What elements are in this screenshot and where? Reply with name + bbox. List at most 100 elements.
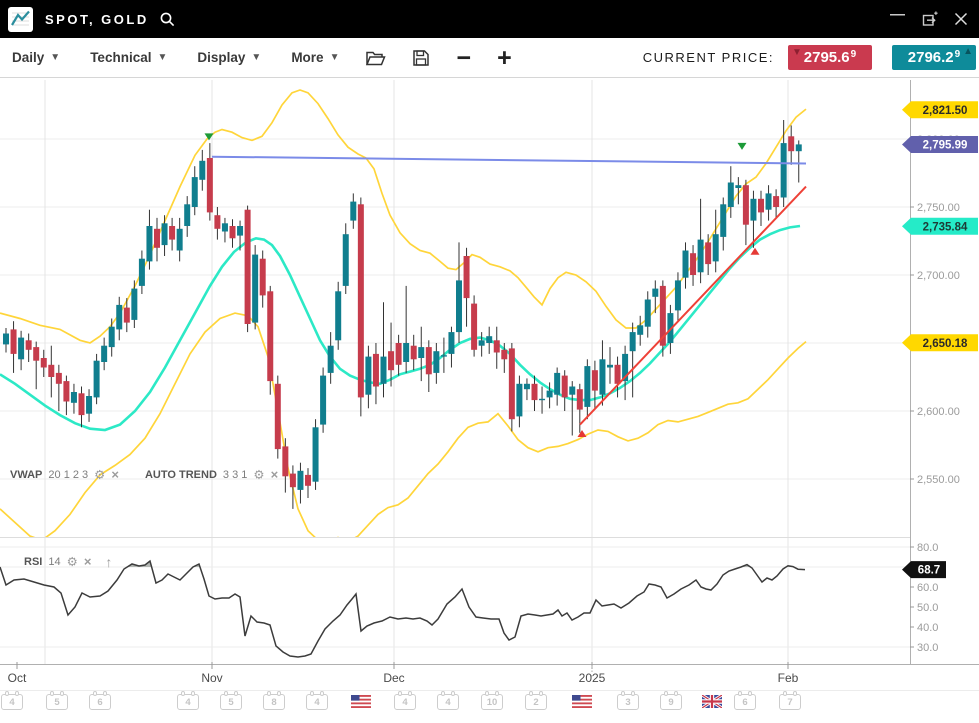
- calendar-event-icon[interactable]: 6: [734, 694, 756, 710]
- calendar-event-icon[interactable]: 4: [437, 694, 459, 710]
- candle-up: [116, 305, 122, 330]
- menu-display[interactable]: Display ▼: [197, 50, 261, 65]
- calendar-event-count: 4: [185, 697, 190, 708]
- autotrend-settings-gear-icon[interactable]: ⚙: [253, 469, 264, 481]
- candle-down: [207, 158, 213, 212]
- candle-up: [720, 204, 726, 237]
- candle-down: [426, 347, 432, 374]
- candle-up: [101, 346, 107, 362]
- time-axis[interactable]: OctNovDec2025Feb: [8, 662, 799, 685]
- candle-down: [79, 393, 85, 415]
- candle-up: [192, 177, 198, 207]
- calendar-event-icon[interactable]: 4: [1, 694, 23, 710]
- candle-up: [728, 183, 734, 208]
- resistance-trendline[interactable]: [212, 157, 806, 164]
- calendar-event-icon[interactable]: 7: [779, 694, 801, 710]
- chart-area[interactable]: 2,800.002,750.002,700.002,650.002,600.00…: [0, 78, 979, 723]
- open-layout-button[interactable]: [365, 49, 386, 67]
- ask-price-value: 2796.2: [908, 49, 954, 66]
- price-chart-svg[interactable]: 2,800.002,750.002,700.002,650.002,600.00…: [0, 78, 979, 723]
- candle-up: [343, 234, 349, 286]
- popout-window-button[interactable]: [921, 10, 939, 28]
- rsi-expand-arrow-icon[interactable]: ↑: [105, 556, 112, 568]
- calendar-event-icon[interactable]: 4: [177, 694, 199, 710]
- menu-daily[interactable]: Daily ▼: [12, 50, 60, 65]
- candle-up: [448, 332, 454, 354]
- menu-more[interactable]: More ▼: [291, 50, 339, 65]
- candle-down: [282, 446, 288, 476]
- calendar-event-icon[interactable]: 9: [660, 694, 682, 710]
- ask-price-button[interactable]: 2796.29 ▲: [892, 45, 976, 70]
- vwap-remove-icon[interactable]: ×: [111, 469, 119, 481]
- bid-price-button[interactable]: ▼ 2795.69: [788, 45, 872, 70]
- time-tick-label: Nov: [201, 671, 222, 685]
- candle-down: [464, 256, 470, 298]
- candle-up: [766, 193, 772, 209]
- candle-up: [94, 361, 100, 398]
- calendar-event-icon[interactable]: 2: [525, 694, 547, 710]
- zoom-in-button[interactable]: +: [497, 48, 512, 68]
- search-icon[interactable]: [159, 11, 176, 28]
- flag-us-icon[interactable]: [572, 695, 592, 708]
- rsi-remove-icon[interactable]: ×: [84, 556, 92, 568]
- rsi-tick-label: 30.0: [917, 642, 938, 654]
- price-tick-label: 2,550.00: [917, 474, 960, 486]
- rsi-tick-label: 80.0: [917, 542, 938, 554]
- flag-gb-icon[interactable]: [702, 695, 722, 708]
- calendar-event-icon[interactable]: 3: [617, 694, 639, 710]
- flag-us-icon[interactable]: [351, 695, 371, 708]
- buy-signal-triangle-icon: [751, 248, 760, 255]
- current-price-label: CURRENT PRICE:: [643, 50, 774, 65]
- calendar-event-icon[interactable]: 8: [263, 694, 285, 710]
- close-button[interactable]: [953, 11, 969, 27]
- menu-display-label: Display: [197, 50, 245, 65]
- minimize-button[interactable]: —: [888, 10, 907, 28]
- candle-up: [456, 280, 462, 332]
- candle-up: [630, 332, 636, 351]
- auto-trend-line[interactable]: [580, 187, 806, 425]
- candle-up: [781, 143, 787, 197]
- rsi-tick-label: 60.0: [917, 582, 938, 594]
- candle-up: [297, 471, 303, 490]
- calendar-event-icon[interactable]: 10: [481, 694, 503, 710]
- candle-up: [418, 347, 424, 358]
- candle-up: [328, 346, 334, 373]
- vwap-label: VWAP: [10, 469, 42, 481]
- vwap-settings-gear-icon[interactable]: ⚙: [94, 469, 105, 481]
- calendar-event-count: 6: [742, 697, 747, 708]
- calendar-event-icon[interactable]: 6: [89, 694, 111, 710]
- candle-down: [56, 373, 62, 384]
- candle-down: [471, 304, 477, 350]
- candle-up: [320, 376, 326, 425]
- bid-price-sup: 9: [851, 49, 857, 60]
- candle-up: [237, 226, 243, 236]
- app-logo-chart-icon: [8, 7, 33, 32]
- calendar-event-icon[interactable]: 5: [46, 694, 68, 710]
- calendar-event-icon[interactable]: 4: [394, 694, 416, 710]
- candle-down: [33, 347, 39, 361]
- candle-down: [615, 365, 621, 384]
- rsi-tick-label: 40.0: [917, 622, 938, 634]
- candle-up: [433, 351, 439, 373]
- autotrend-remove-icon[interactable]: ×: [271, 469, 279, 481]
- candle-up: [86, 396, 92, 414]
- rsi-settings-gear-icon[interactable]: ⚙: [67, 556, 78, 568]
- calendar-event-icon[interactable]: 5: [220, 694, 242, 710]
- save-layout-button[interactable]: [412, 49, 430, 67]
- candle-up: [735, 185, 741, 188]
- menu-more-label: More: [291, 50, 323, 65]
- calendar-row-divider: [0, 690, 979, 691]
- candle-up: [547, 391, 553, 398]
- candle-down: [373, 354, 379, 387]
- vwap-params: 20 1 2 3: [48, 469, 88, 481]
- menu-technical[interactable]: Technical ▼: [90, 50, 167, 65]
- zoom-out-button[interactable]: −: [456, 48, 471, 68]
- rsi-tick-label: 50.0: [917, 602, 938, 614]
- candle-down: [260, 259, 266, 296]
- candle-down: [48, 365, 54, 377]
- rsi-params: 14: [48, 556, 60, 568]
- calendar-event-icon[interactable]: 4: [306, 694, 328, 710]
- price-axis[interactable]: 2,800.002,750.002,700.002,650.002,600.00…: [902, 101, 978, 654]
- candle-down: [245, 210, 251, 324]
- candle-up: [554, 373, 560, 395]
